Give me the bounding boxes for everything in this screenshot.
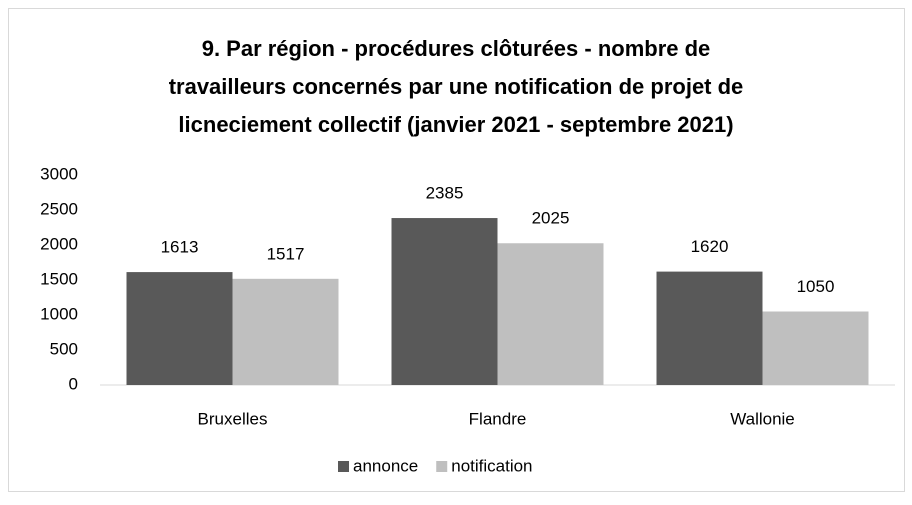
y-tick-label: 500: [50, 339, 78, 358]
x-tick-label: Wallonie: [730, 409, 795, 428]
data-label: 1517: [267, 244, 305, 263]
legend-swatch: [436, 461, 448, 472]
legend-label: annonce: [353, 456, 418, 475]
y-tick-label: 3000: [40, 164, 78, 183]
bar: [656, 271, 763, 385]
legend-label: notification: [451, 456, 532, 475]
y-tick-label: 1500: [40, 269, 78, 288]
data-label: 2025: [532, 209, 570, 228]
x-tick-label: Bruxelles: [198, 409, 268, 428]
data-label: 1620: [691, 237, 729, 256]
data-label: 1613: [161, 238, 199, 257]
y-tick-label: 1000: [40, 304, 78, 323]
bar: [762, 311, 869, 385]
data-label: 2385: [426, 184, 464, 203]
data-label: 1050: [797, 277, 835, 296]
y-tick-label: 2000: [40, 234, 78, 253]
chart-title: travailleurs concernés par une notificat…: [169, 74, 744, 99]
chart-title: 9. Par région - procédures clôturées - n…: [202, 36, 711, 61]
legend-swatch: [338, 461, 349, 472]
x-tick-label: Flandre: [469, 409, 527, 428]
chart-title: licneciement collectif (janvier 2021 - s…: [178, 112, 733, 137]
y-tick-label: 0: [69, 374, 78, 393]
bar: [391, 218, 498, 385]
bar: [232, 278, 339, 385]
bar: [126, 272, 233, 385]
y-tick-label: 2500: [40, 199, 78, 218]
bar: [497, 243, 604, 385]
